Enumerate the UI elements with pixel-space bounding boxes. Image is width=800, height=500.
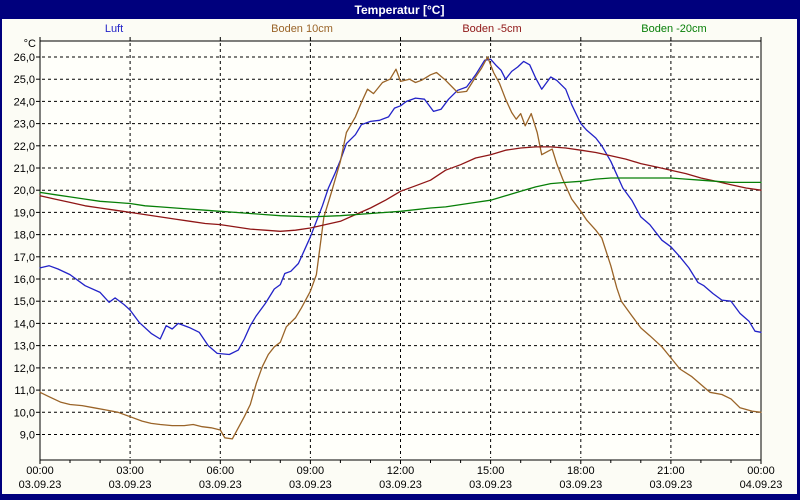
x-tick-date-label: 03.09.23 <box>109 479 152 491</box>
y-tick-label: 9,0 <box>20 430 35 442</box>
y-tick-label: 24,0 <box>14 96 35 108</box>
y-tick-label: 12,0 <box>14 363 35 375</box>
y-axis-unit-label: °C <box>24 38 36 50</box>
x-tick-date-label: 03.09.23 <box>559 479 602 491</box>
x-tick-time-label: 09:00 <box>297 465 325 477</box>
x-tick-date-label: 03.09.23 <box>649 479 692 491</box>
legend-item-luft: Luft <box>104 23 124 35</box>
y-tick-label: 20,0 <box>14 185 35 197</box>
y-tick-label: 16,0 <box>14 274 35 286</box>
y-tick-label: 18,0 <box>14 230 35 242</box>
y-tick-label: 21,0 <box>14 163 35 175</box>
legend-item-boden-5cm: Boden -5cm <box>462 23 522 35</box>
series-line-luft <box>39 58 762 356</box>
x-tick-date-label: 03.09.23 <box>379 479 422 491</box>
y-tick-label: 10,0 <box>14 407 35 419</box>
title-bar: Temperatur [°C] <box>2 2 797 19</box>
page-title: Temperatur [°C] <box>354 3 445 17</box>
x-tick-date-label: 03.09.23 <box>199 479 242 491</box>
x-tick-time-label: 18:00 <box>567 465 595 477</box>
x-tick-time-label: 03:00 <box>116 465 144 477</box>
y-tick-label: 15,0 <box>14 296 35 308</box>
x-tick-time-label: 00:00 <box>26 465 54 477</box>
x-tick-date-label: 03.09.23 <box>289 479 332 491</box>
x-tick-time-label: 12:00 <box>387 465 415 477</box>
y-tick-label: 26,0 <box>14 52 35 64</box>
x-tick-date-label: 04.09.23 <box>740 479 783 491</box>
x-tick-time-label: 21:00 <box>657 465 685 477</box>
y-tick-label: 11,0 <box>14 385 35 397</box>
x-tick-time-label: 15:00 <box>477 465 505 477</box>
y-tick-label: 25,0 <box>14 74 35 86</box>
y-tick-label: 17,0 <box>14 252 35 264</box>
series-line-boden-20cm <box>39 177 762 218</box>
plot-border <box>39 40 762 461</box>
x-tick-time-label: 06:00 <box>207 465 235 477</box>
legend: Luft Boden 10cm Boden -5cm Boden -20cm <box>2 21 797 37</box>
y-tick-label: 14,0 <box>14 318 35 330</box>
series-line-boden-5cm <box>39 146 762 232</box>
x-tick-time-label: 00:00 <box>747 465 775 477</box>
legend-item-boden-10cm: Boden 10cm <box>271 23 333 35</box>
y-tick-label: 23,0 <box>14 119 35 131</box>
y-tick-label: 22,0 <box>14 141 35 153</box>
x-tick-date-label: 03.09.23 <box>469 479 512 491</box>
y-tick-label: 19,0 <box>14 207 35 219</box>
x-tick-date-label: 03.09.23 <box>19 479 62 491</box>
legend-item-boden-20cm: Boden -20cm <box>641 23 707 35</box>
y-tick-label: 13,0 <box>14 341 35 353</box>
series-line-boden-10cm <box>39 56 762 440</box>
